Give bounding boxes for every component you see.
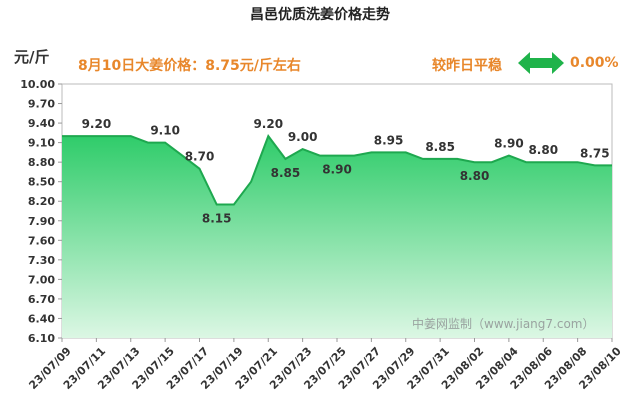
data-label: 8.80: [460, 169, 490, 183]
price-info: 8月10日大姜价格：8.75元/斤左右: [78, 58, 301, 74]
double-arrow-icon: [518, 52, 564, 74]
y-axis-unit: 元/斤: [14, 48, 50, 66]
y-tick-label: 6.70: [28, 293, 55, 306]
data-label: 8.95: [374, 133, 404, 147]
y-tick-label: 8.50: [28, 176, 55, 189]
data-label: 8.70: [185, 150, 215, 164]
data-label: 9.20: [253, 117, 283, 131]
y-tick-label: 9.70: [28, 98, 55, 111]
status-text: 较昨日平稳: [432, 58, 502, 74]
y-axis: 10.00 9.70 9.40 9.10 8.80 8.50 8.20 7.90 7.60 7.3…: [20, 78, 62, 345]
data-label: 9.20: [82, 117, 112, 131]
data-label: 9.00: [288, 130, 318, 144]
data-label: 8.80: [528, 143, 558, 157]
price-area: [62, 136, 612, 338]
data-label: 8.85: [425, 140, 455, 154]
data-label: 8.15: [202, 211, 232, 225]
x-axis: 23/07/0923/07/1123/07/1323/07/1523/07/17…: [26, 338, 624, 392]
y-tick-label: 7.30: [28, 254, 55, 267]
data-labels: 9.20 9.10 8.70 8.15 9.20 8.85 9.00 8.90 8.95 8.85…: [82, 117, 610, 225]
y-tick-label: 9.40: [28, 117, 55, 130]
y-tick-label: 7.00: [28, 273, 55, 286]
y-tick-label: 8.20: [28, 195, 55, 208]
change-percent: 0.00%: [570, 55, 619, 71]
y-tick-label: 7.90: [28, 215, 55, 228]
data-label: 8.90: [494, 137, 524, 151]
y-tick-label: 6.40: [28, 312, 55, 325]
y-tick-label: 8.80: [28, 156, 55, 169]
y-tick-label: 10.00: [20, 78, 55, 91]
data-label: 8.90: [322, 163, 352, 177]
y-tick-label: 9.10: [28, 137, 55, 150]
data-label: 9.10: [150, 124, 180, 138]
data-label: 8.75: [580, 146, 610, 160]
price-line: [62, 134, 612, 206]
watermark: 中姜网监制（www.jiang7.com）: [412, 316, 594, 331]
y-tick-label: 7.60: [28, 234, 55, 247]
data-label: 8.85: [271, 166, 301, 180]
chart-title: 昌邑优质洗姜价格走势: [250, 7, 390, 23]
y-tick-label: 6.10: [28, 332, 55, 345]
